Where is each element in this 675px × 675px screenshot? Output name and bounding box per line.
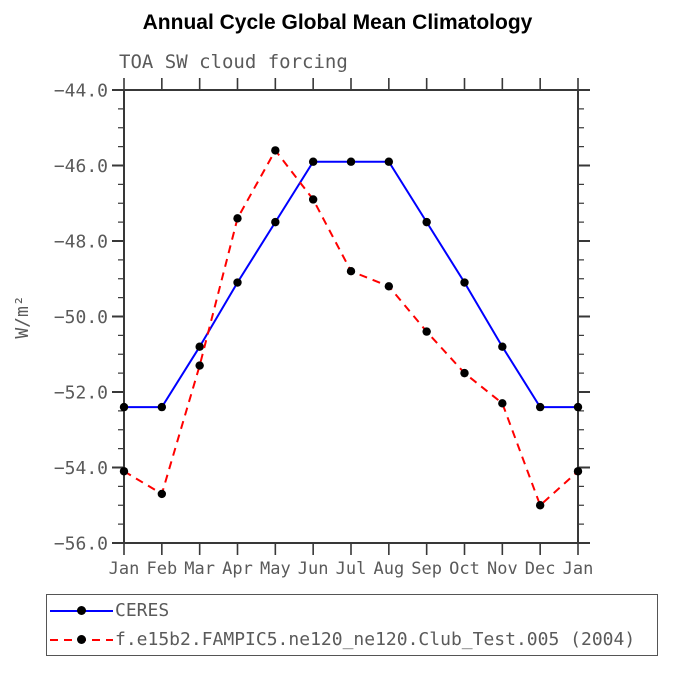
legend-item-ceres: CERES <box>50 596 657 625</box>
y-tick-label: −52.0 <box>54 382 108 403</box>
series-marker-0 <box>271 217 280 227</box>
series-marker-1 <box>308 195 318 204</box>
series-marker-0 <box>195 342 204 351</box>
y-tick-label: −44.0 <box>54 80 108 101</box>
series-marker-0 <box>573 402 583 412</box>
x-tick-label: May <box>260 559 291 579</box>
legend-label-model: f.e15b2.FAMPIC5.ne120_ne120.Club_Test.00… <box>115 629 636 650</box>
x-tick-label: Aug <box>373 559 404 579</box>
series-line-1 <box>123 148 579 507</box>
x-tick-label: Jun <box>298 559 329 579</box>
x-tick-label: Apr <box>222 559 253 579</box>
series-marker-1 <box>346 267 356 276</box>
series-marker-0 <box>233 278 242 287</box>
y-tick-label: −54.0 <box>54 458 108 479</box>
series-marker-1 <box>384 282 394 291</box>
x-tick-label: Oct <box>449 559 480 579</box>
y-tick-label: −50.0 <box>54 307 108 328</box>
legend: CERES f.e15b2.FAMPIC5.ne120_ne120.Club_T… <box>46 594 658 656</box>
series-marker-0 <box>498 342 507 351</box>
series-marker-0 <box>119 402 129 412</box>
x-tick-label: Nov <box>487 559 518 579</box>
legend-item-model: f.e15b2.FAMPIC5.ne120_ne120.Club_Test.00… <box>50 625 657 654</box>
x-tick-label: Sep <box>411 559 442 579</box>
series-marker-0 <box>422 217 431 227</box>
series-marker-1 <box>460 368 469 378</box>
series-marker-1 <box>119 467 129 476</box>
x-tick-label: Feb <box>146 559 177 579</box>
series-marker-0 <box>535 402 545 412</box>
series-marker-1 <box>157 489 167 499</box>
x-tick-label: Jan <box>109 559 140 579</box>
series-marker-0 <box>384 157 394 166</box>
x-tick-label: Mar <box>184 559 215 579</box>
series-marker-1 <box>233 214 242 223</box>
series-marker-1 <box>422 327 431 336</box>
ceres-line-sample-icon <box>50 606 113 615</box>
chart-subtitle: TOA SW cloud forcing <box>119 51 348 73</box>
series-marker-0 <box>460 278 469 287</box>
series-lines <box>119 146 583 510</box>
x-tick-label: Jan <box>563 559 594 579</box>
series-marker-1 <box>535 501 545 510</box>
series-line-0 <box>124 160 578 409</box>
x-tick-label: Dec <box>525 559 556 579</box>
model-line-sample-icon <box>50 635 113 644</box>
y-tick-label: −56.0 <box>54 533 108 554</box>
series-marker-1 <box>195 361 204 370</box>
series-marker-1 <box>498 399 507 408</box>
series-marker-0 <box>308 157 318 166</box>
y-tick-label: −46.0 <box>54 156 108 177</box>
y-axis-title: W/m² <box>12 295 33 338</box>
series-marker-1 <box>573 467 583 476</box>
ceres-marker-icon <box>77 606 86 615</box>
x-tick-label: Jul <box>336 559 367 579</box>
series-marker-0 <box>157 402 167 412</box>
chart-title: Annual Cycle Global Mean Climatology <box>142 11 533 34</box>
series-marker-0 <box>346 157 356 166</box>
y-tick-label: −48.0 <box>54 231 108 252</box>
model-marker-icon <box>77 635 86 644</box>
legend-label-ceres: CERES <box>115 600 170 621</box>
series-marker-1 <box>271 146 280 155</box>
